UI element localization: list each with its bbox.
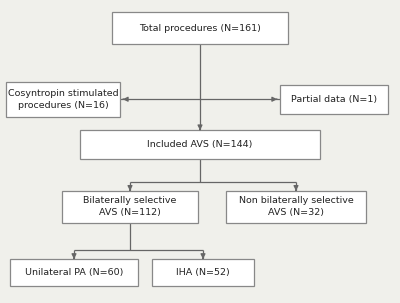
Text: Included AVS (N=144): Included AVS (N=144) (147, 140, 253, 149)
FancyBboxPatch shape (6, 82, 120, 117)
Text: Non bilaterally selective
AVS (N=32): Non bilaterally selective AVS (N=32) (239, 196, 353, 217)
FancyBboxPatch shape (280, 85, 388, 114)
Text: Partial data (N=1): Partial data (N=1) (291, 95, 377, 104)
FancyBboxPatch shape (152, 259, 254, 286)
FancyBboxPatch shape (226, 191, 366, 223)
Text: Unilateral PA (N=60): Unilateral PA (N=60) (25, 268, 123, 277)
Text: IHA (N=52): IHA (N=52) (176, 268, 230, 277)
Text: Total procedures (N=161): Total procedures (N=161) (139, 24, 261, 32)
FancyBboxPatch shape (62, 191, 198, 223)
Text: Cosyntropin stimulated
procedures (N=16): Cosyntropin stimulated procedures (N=16) (8, 89, 118, 110)
FancyBboxPatch shape (10, 259, 138, 286)
FancyBboxPatch shape (112, 12, 288, 44)
FancyBboxPatch shape (80, 130, 320, 159)
Text: Bilaterally selective
AVS (N=112): Bilaterally selective AVS (N=112) (83, 196, 177, 217)
